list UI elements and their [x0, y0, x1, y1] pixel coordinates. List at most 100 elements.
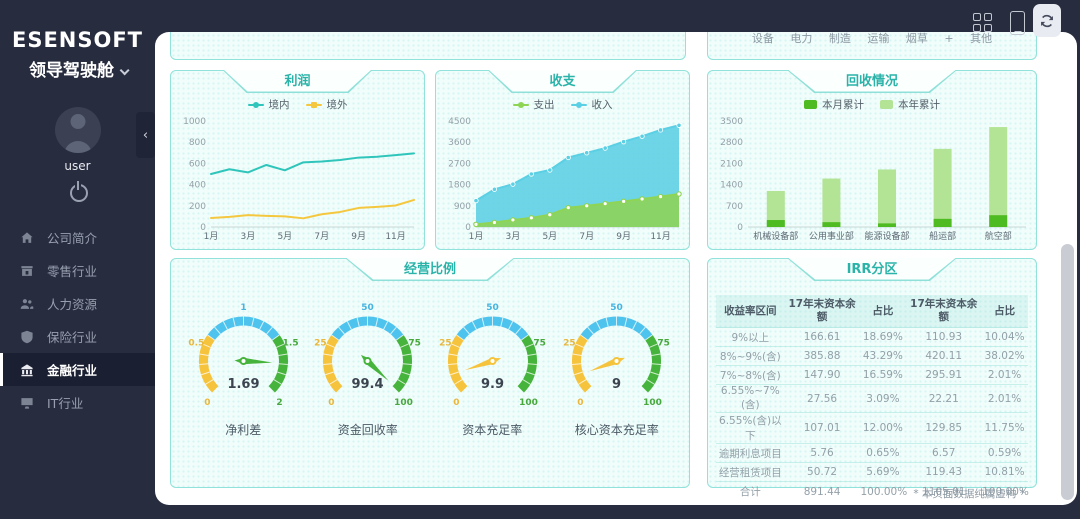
title-trapezoid	[222, 70, 373, 93]
panel-title-balance: 收支	[487, 70, 638, 93]
sidebar-item-insurance[interactable]: 保险行业	[0, 320, 155, 353]
sidebar-item-label: 公司简介	[47, 231, 98, 246]
svg-text:600: 600	[189, 159, 206, 169]
sidebar-item-label: 人力资源	[47, 297, 98, 312]
retail-icon	[21, 265, 33, 276]
gauge-net-interest-margin: 0 0.5 1 1.5 2 1.69 净利差	[184, 299, 302, 438]
svg-text:700: 700	[726, 202, 743, 212]
user-name: user	[64, 159, 91, 173]
clipped-panel-right: 设备 电力 制造 运输 烟草 + 其他	[707, 32, 1037, 60]
panel-title-profit: 利润	[222, 70, 373, 93]
legend-item[interactable]: 本年累计	[880, 97, 940, 112]
panel-title-text: IRR分区	[846, 262, 898, 277]
svg-text:75: 75	[409, 338, 422, 348]
gauge-caption: 净利差	[225, 423, 262, 437]
svg-text:1400: 1400	[720, 181, 743, 191]
clipped-panel-left	[170, 32, 686, 60]
sidebar-item-it[interactable]: IT行业	[0, 386, 155, 419]
svg-text:机械设备部: 机械设备部	[753, 230, 798, 242]
grid-icon[interactable]	[973, 13, 994, 34]
svg-text:9.9: 9.9	[481, 377, 504, 392]
table-row: 经营租赁项目 50.72 5.69% 119.43 10.81%	[716, 462, 1028, 482]
svg-text:0: 0	[204, 398, 210, 408]
svg-text:3月: 3月	[241, 231, 256, 242]
svg-text:1.5: 1.5	[282, 338, 298, 348]
title-trapezoid	[345, 258, 515, 281]
svg-text:100: 100	[643, 398, 662, 408]
table-row: 8%~9%(含) 385.88 43.29% 420.11 38.02%	[716, 346, 1028, 366]
svg-text:800: 800	[189, 138, 206, 148]
table-row: 6.55%(含)以下 107.01 12.00% 129.85 11.75%	[716, 412, 1028, 444]
recovery-bar-chart: 0 700 1400 2100 2800 3500 机械设备部 公用事业部 能源设备部 船运部 航空…	[720, 117, 1026, 242]
scrollbar-thumb[interactable]	[1061, 244, 1074, 500]
svg-text:0: 0	[329, 398, 335, 408]
sidebar-item-hr[interactable]: 人力资源	[0, 287, 155, 320]
panel-title-text: 回收情况	[845, 74, 898, 89]
svg-text:0: 0	[200, 223, 206, 233]
svg-text:船运部: 船运部	[929, 230, 956, 242]
legend-item[interactable]: 境外	[305, 97, 348, 112]
bank-icon	[21, 363, 33, 376]
svg-text:2: 2	[276, 398, 282, 408]
mobile-icon[interactable]	[1010, 11, 1025, 35]
svg-text:9: 9	[612, 377, 621, 392]
chart-legend: 本月累计 本年累计	[708, 97, 1036, 112]
panel-title-text: 利润	[284, 74, 311, 89]
svg-text:能源设备部: 能源设备部	[864, 230, 909, 242]
sidebar-item-company[interactable]: 公司简介	[0, 221, 155, 254]
sidebar: ESENSOFT 领导驾驶舱 user 公司简介 零售行业 人力资源 保险行业 …	[0, 0, 155, 519]
legend-item[interactable]: 收入	[570, 97, 613, 112]
table-row: 6.55%~7%(含) 27.56 3.09% 22.21 2.01%	[716, 384, 1028, 413]
svg-text:3月: 3月	[506, 231, 521, 242]
chevron-down-icon	[119, 65, 130, 76]
monitor-icon	[21, 397, 33, 409]
chart-legend: 境内 境外	[171, 97, 424, 112]
topbar	[965, 0, 1075, 42]
svg-text:5月: 5月	[542, 231, 557, 242]
gauge-capital-adequacy: 0 25 50 75 100 9.9 资本充足率	[433, 299, 551, 438]
svg-text:25: 25	[563, 338, 576, 348]
svg-text:900: 900	[454, 202, 471, 212]
table-row: 逾期利息项目 5.76 0.65% 6.57 0.59%	[716, 443, 1028, 463]
svg-text:1月: 1月	[469, 231, 484, 242]
svg-text:50: 50	[486, 303, 499, 313]
table-row: 9%以上 166.61 18.69% 110.93 10.04%	[716, 327, 1028, 347]
brand-logo: ESENSOFT	[11, 28, 144, 52]
svg-text:7月: 7月	[579, 231, 594, 242]
app-title[interactable]: 领导驾驶舱	[0, 56, 155, 81]
svg-text:400: 400	[189, 181, 206, 191]
table-row: 合计 891.44 100.00% 1105.01 100.00%	[716, 481, 1029, 501]
legend-item[interactable]: 境内	[247, 97, 290, 112]
gauge-row: 0 0.5 1 1.5 2 1.69 净利差 0 25 50 75 100 99.4 资金回收率 0…	[181, 299, 679, 438]
panel-title-ratios: 经营比例	[345, 258, 515, 281]
svg-text:7月: 7月	[314, 231, 329, 242]
chart-legend: 支出 收入	[436, 97, 689, 112]
sidebar-item-retail[interactable]: 零售行业	[0, 254, 155, 287]
logout-power-icon[interactable]	[69, 181, 88, 202]
legend-item[interactable]: 支出	[512, 97, 555, 112]
svg-text:100: 100	[394, 398, 413, 408]
sidebar-item-finance[interactable]: 金融行业	[0, 353, 155, 386]
svg-text:1: 1	[240, 303, 246, 313]
legend-item[interactable]: 本月累计	[804, 97, 864, 112]
gauge-caption: 资金回收率	[337, 423, 398, 437]
profit-line-chart: 0 200 400 600 800 1000 1月 3月 5月 7月 9月 11月	[183, 117, 415, 242]
footer-note: * 本页面数据纯属虚构 *	[913, 488, 1025, 500]
refresh-button[interactable]	[1033, 4, 1061, 37]
sidebar-nav: 公司简介 零售行业 人力资源 保险行业 金融行业 IT行业	[0, 221, 155, 419]
panel-profit: 利润 境内 境外 0 200 400 600 800 1000 1月 3月 5月 7月 9月 11月	[170, 70, 425, 250]
gauge-caption: 资本充足率	[462, 423, 523, 437]
sidebar-collapse-handle[interactable]: ‹	[136, 112, 155, 158]
panel-title-text: 经营比例	[403, 262, 456, 277]
svg-text:0: 0	[453, 398, 459, 408]
gauge-chart: 0 25 50 75 100 99.4	[314, 303, 422, 408]
title-trapezoid	[487, 70, 638, 93]
svg-text:99.4: 99.4	[352, 377, 384, 392]
home-icon	[21, 231, 33, 243]
svg-text:0.5: 0.5	[188, 338, 204, 348]
svg-text:75: 75	[533, 338, 546, 348]
svg-text:9月: 9月	[616, 231, 631, 242]
gauge-chart: 0 0.5 1 1.5 2 1.69	[188, 303, 298, 408]
svg-text:2800: 2800	[720, 138, 743, 148]
avatar	[54, 107, 101, 153]
